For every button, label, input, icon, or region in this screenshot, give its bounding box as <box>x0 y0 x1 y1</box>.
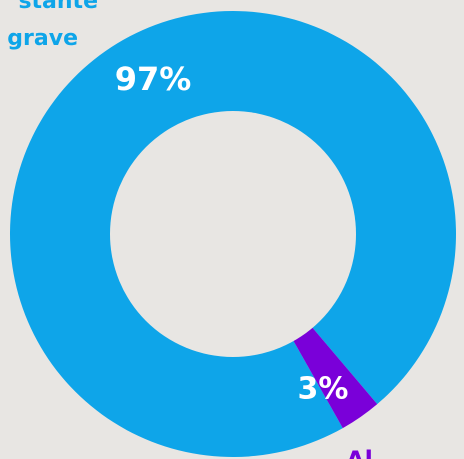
slice-category-label: Al <box>346 446 373 459</box>
slice-category-label: grave <box>7 26 78 51</box>
data-label: 97% <box>115 60 192 98</box>
slice-category-label: stante <box>18 0 98 14</box>
labels-group: 97% stante grave 3% Al <box>7 0 373 459</box>
donut-hole <box>110 111 356 357</box>
data-label: 3% <box>298 372 349 407</box>
